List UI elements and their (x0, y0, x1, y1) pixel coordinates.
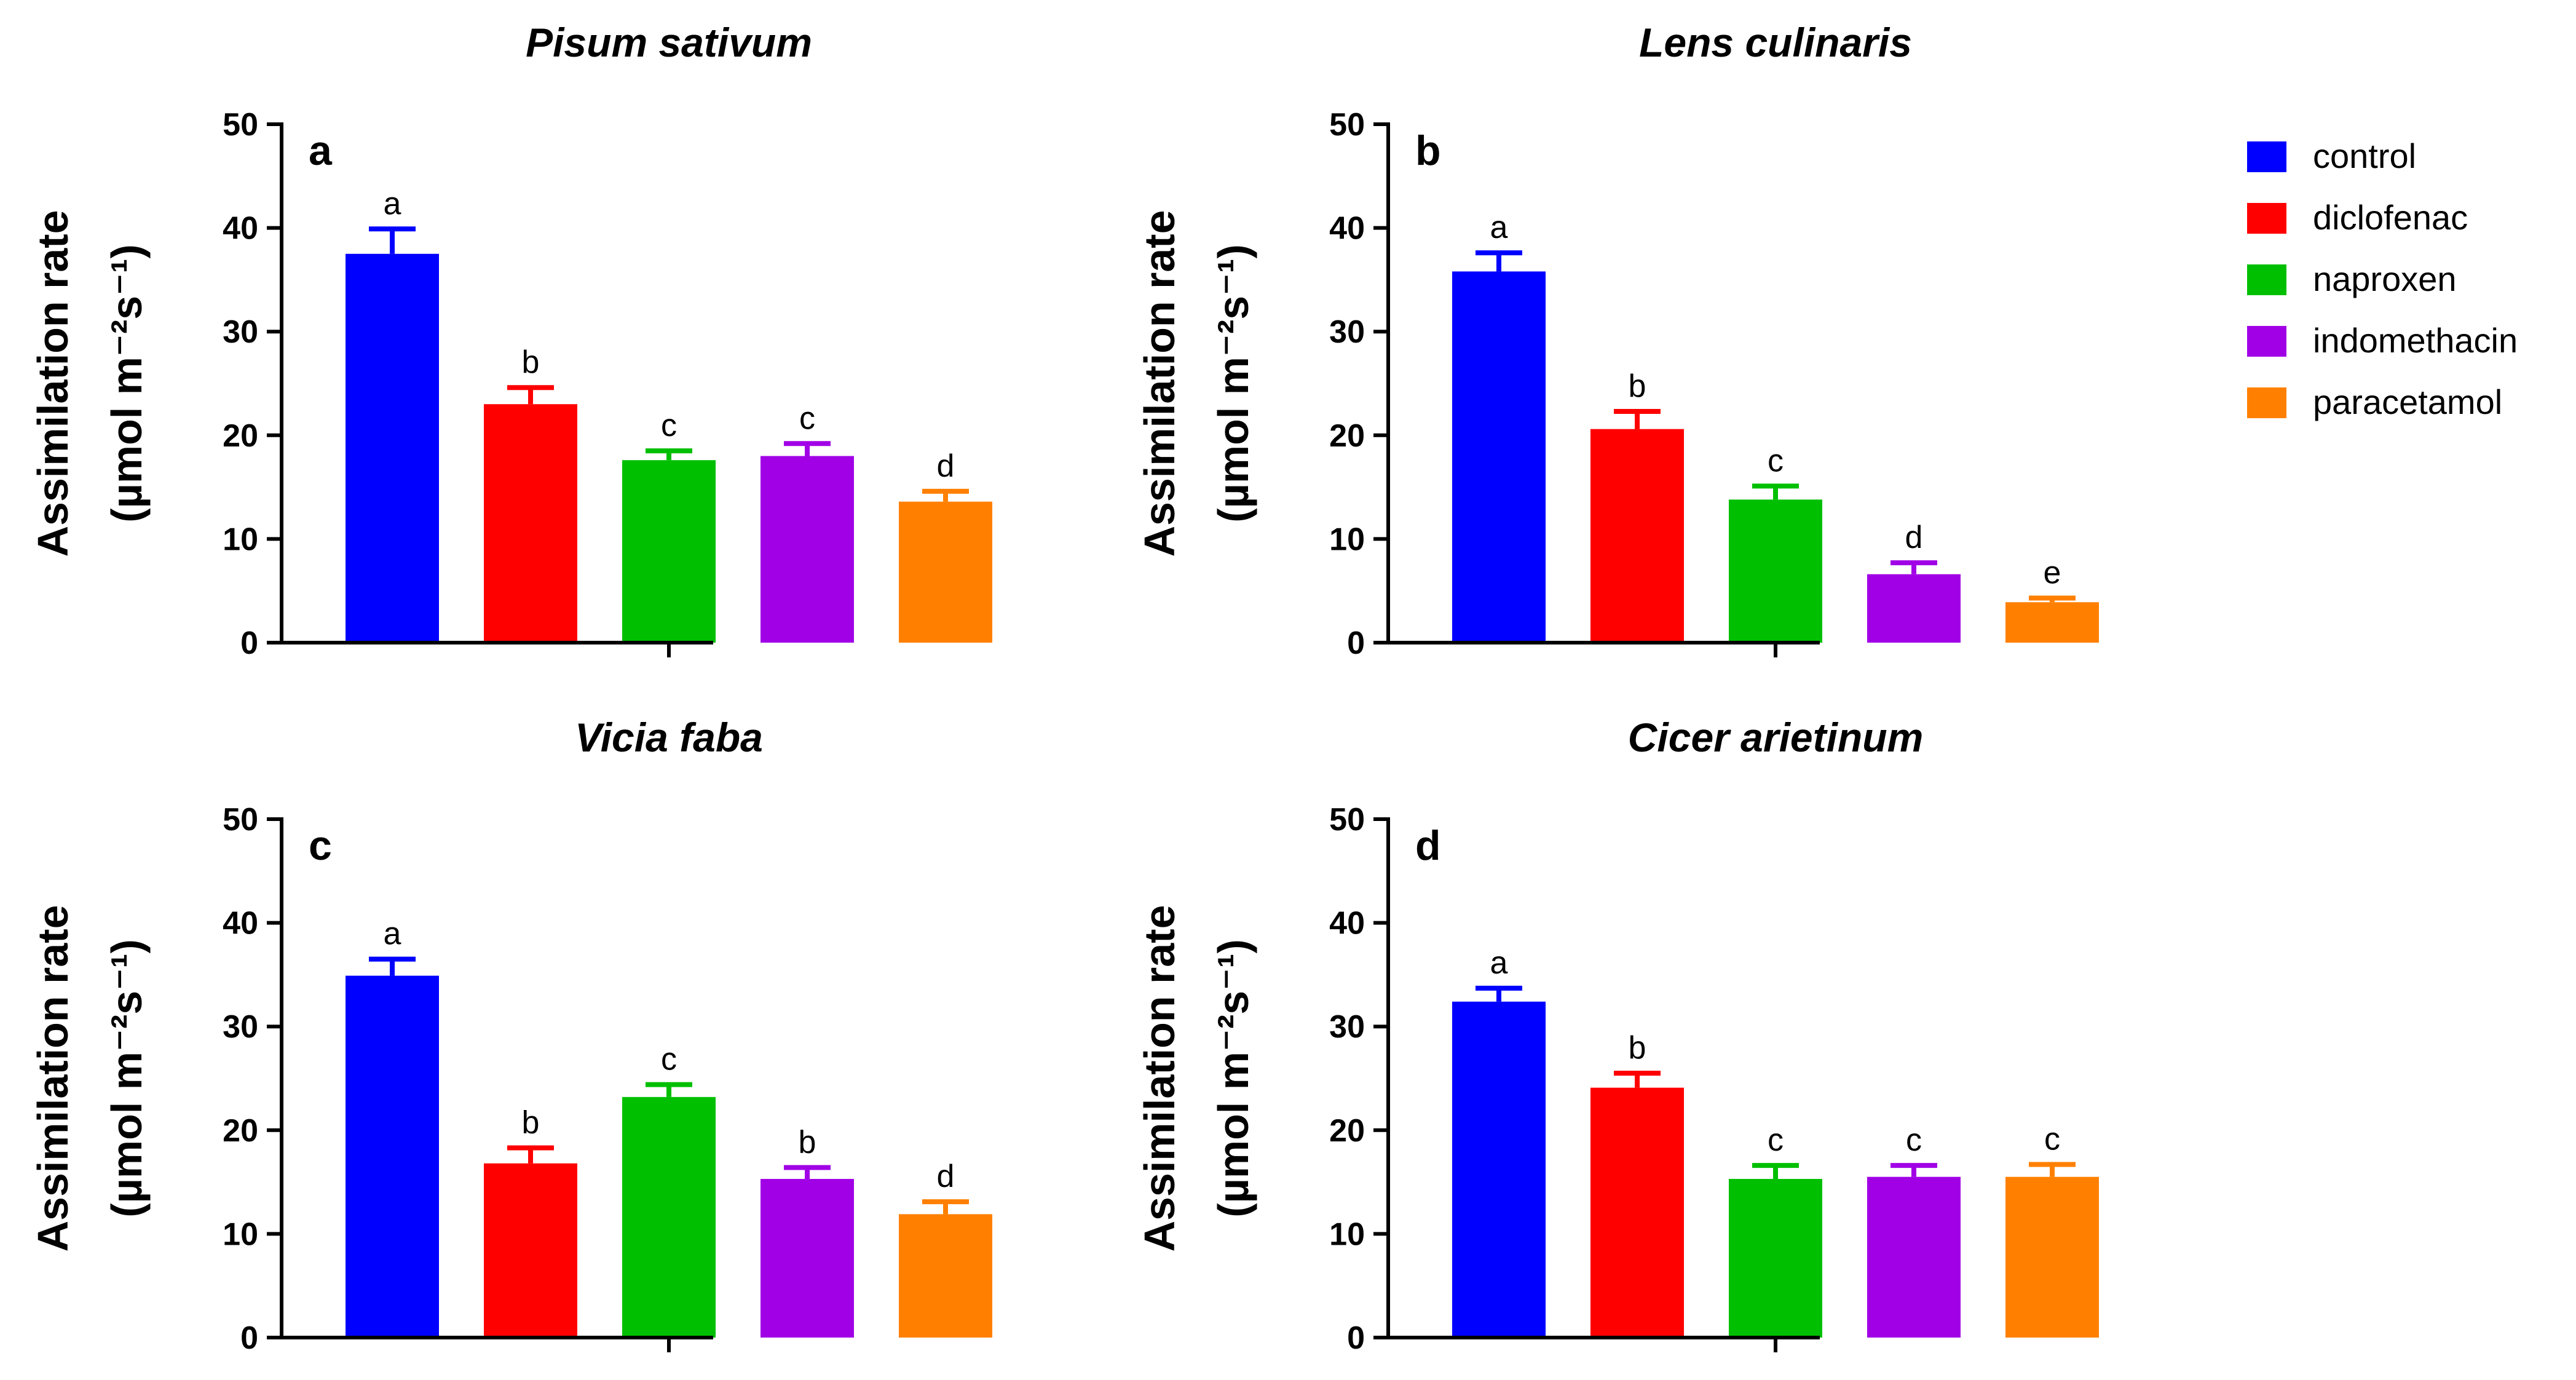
y-tick-label: 50 (1329, 107, 1365, 143)
y-axis-unit-label: (µmol m⁻²s⁻¹) (103, 939, 151, 1218)
legend: control diclofenac naproxen indomethacin par… (2247, 137, 2518, 421)
bar-diclofenac (484, 1163, 577, 1338)
bar-naproxen (1729, 1179, 1822, 1338)
bar-diclofenac (1590, 1087, 1684, 1338)
y-tick-label: 30 (223, 314, 258, 350)
significance-letter: e (2044, 555, 2061, 591)
significance-letter: b (1629, 368, 1646, 404)
bar-paracetamol (899, 1214, 992, 1338)
legend-swatch-control (2247, 141, 2286, 172)
legend-label-indomethacin: indomethacin (2313, 321, 2518, 360)
significance-letter: c (661, 1042, 677, 1077)
chart-panel-a: Pisum sativum a Assimilation rate (µmol m⁻²… (29, 20, 992, 661)
y-axis-label: Assimilation rate (29, 210, 77, 557)
y-tick-label: 20 (1329, 1113, 1365, 1149)
legend-label-diclofenac: diclofenac (2313, 198, 2468, 237)
legend-swatch-indomethacin (2247, 326, 2286, 357)
bar-paracetamol (2005, 602, 2099, 643)
panel-title: Vicia faba (575, 715, 763, 760)
significance-letter: a (1490, 210, 1508, 245)
legend-label-control: control (2313, 137, 2416, 175)
bar-paracetamol (899, 501, 992, 643)
legend-swatch-paracetamol (2247, 387, 2286, 418)
chart-panel-b: Lens culinaris b Assimilation rate (µmol m⁻… (1136, 20, 2099, 661)
legend-swatch-diclofenac (2247, 203, 2286, 234)
significance-letter: c (2044, 1121, 2060, 1157)
legend-swatch-naproxen (2247, 264, 2286, 295)
y-tick-label: 0 (1347, 1320, 1365, 1356)
y-tick-label: 20 (1329, 418, 1365, 454)
significance-letter: d (1905, 520, 1923, 555)
bar-naproxen (622, 460, 716, 643)
bar-indomethacin (1867, 1176, 1961, 1338)
y-tick-label: 20 (223, 1113, 258, 1149)
bar-paracetamol (2005, 1176, 2099, 1338)
y-tick-label: 50 (223, 802, 258, 838)
y-axis-unit-label: (µmol m⁻²s⁻¹) (1209, 939, 1257, 1218)
bar-diclofenac (1590, 429, 1684, 643)
significance-letter: c (1768, 1122, 1784, 1158)
significance-letter: c (799, 400, 815, 436)
y-axis-unit-label: (µmol m⁻²s⁻¹) (1209, 244, 1257, 523)
significance-letter: d (937, 448, 955, 484)
legend-label-naproxen: naproxen (2313, 260, 2457, 298)
significance-letter: b (799, 1124, 816, 1160)
y-tick-label: 30 (1329, 1009, 1365, 1045)
y-tick-label: 0 (240, 625, 258, 661)
significance-letter: b (522, 344, 540, 380)
bar-indomethacin (1867, 574, 1961, 643)
y-tick-label: 0 (240, 1320, 258, 1356)
legend-label-paracetamol: paracetamol (2313, 383, 2502, 421)
y-tick-label: 40 (223, 906, 258, 942)
significance-letter: b (1629, 1030, 1646, 1066)
y-tick-label: 10 (223, 1216, 258, 1252)
y-axis-label: Assimilation rate (1136, 905, 1183, 1251)
significance-letter: a (384, 186, 401, 221)
bar-control (1452, 271, 1546, 643)
y-tick-label: 40 (223, 211, 258, 247)
significance-letter: c (661, 408, 677, 443)
bar-control (1452, 1001, 1546, 1338)
bar-naproxen (1729, 499, 1822, 643)
y-tick-label: 10 (1329, 521, 1365, 557)
bar-control (346, 975, 439, 1338)
y-tick-label: 40 (1329, 211, 1365, 247)
panel-label: d (1415, 822, 1441, 869)
y-axis-label: Assimilation rate (1136, 210, 1183, 557)
y-tick-label: 40 (1329, 906, 1365, 942)
panel-title: Cicer arietinum (1628, 715, 1924, 760)
y-tick-label: 30 (1329, 314, 1365, 350)
panel-title: Pisum sativum (526, 20, 812, 65)
bar-indomethacin (761, 456, 854, 643)
bar-indomethacin (761, 1179, 854, 1338)
significance-letter: c (1906, 1122, 1922, 1158)
bar-control (346, 253, 439, 643)
y-tick-label: 50 (1329, 802, 1365, 838)
y-tick-label: 30 (223, 1009, 258, 1045)
chart-panel-d: Cicer arietinum d Assimilation rate (µmol m… (1136, 715, 2099, 1356)
significance-letter: a (384, 916, 401, 952)
panel-label: c (309, 822, 332, 869)
panel-label: b (1415, 127, 1441, 174)
y-tick-label: 10 (223, 521, 258, 557)
bar-diclofenac (484, 404, 577, 643)
panel-label: a (309, 127, 333, 174)
y-tick-label: 10 (1329, 1216, 1365, 1252)
y-tick-label: 20 (223, 418, 258, 454)
y-tick-label: 0 (1347, 625, 1365, 661)
significance-letter: c (1768, 443, 1784, 478)
y-tick-label: 50 (223, 107, 258, 143)
significance-letter: b (522, 1104, 540, 1140)
significance-letter: a (1490, 945, 1508, 981)
chart-panel-c: Vicia faba c Assimilation rate (µmol m⁻²s⁻¹… (29, 715, 992, 1356)
significance-letter: d (937, 1159, 955, 1194)
y-axis-unit-label: (µmol m⁻²s⁻¹) (103, 244, 151, 523)
panels: Pisum sativum a Assimilation rate (µmol m⁻²… (29, 20, 2099, 1356)
bar-naproxen (622, 1096, 716, 1338)
y-axis-label: Assimilation rate (29, 905, 77, 1251)
panel-title: Lens culinaris (1639, 20, 1912, 65)
